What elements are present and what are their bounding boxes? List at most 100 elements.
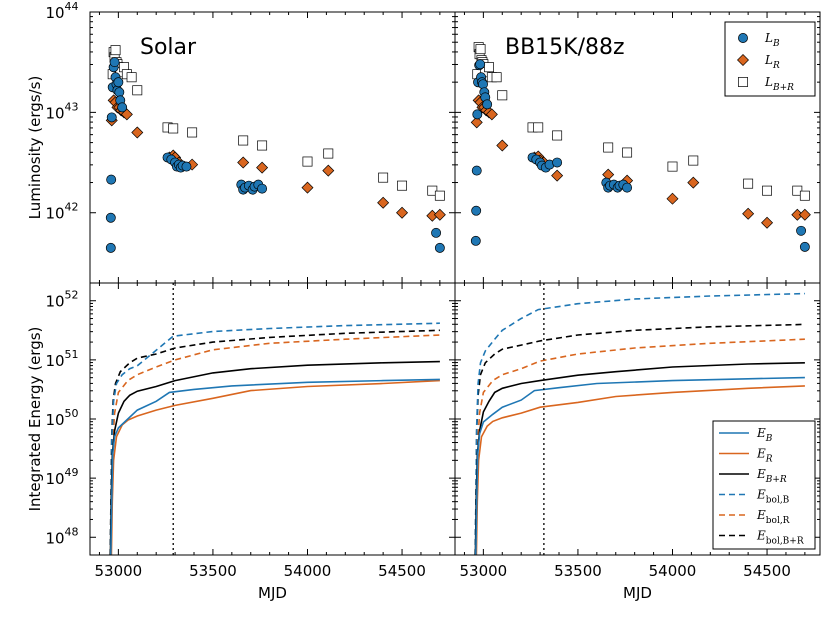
y-tick-label: 1050 (45, 407, 78, 429)
data-point-lr (396, 206, 409, 219)
plot-area (109, 283, 440, 555)
y-tick-label: 1049 (45, 466, 78, 488)
xlabel: MJD (258, 584, 287, 602)
data-point-lr (470, 116, 483, 129)
x-tick-label: 54000 (649, 562, 697, 580)
data-point-lr (761, 216, 774, 229)
data-point-lbr (110, 45, 121, 56)
panel-2-bottom: 53000 53500 54000 54500 (454, 282, 821, 580)
line-ebol-br (109, 329, 440, 555)
y-tick-label: 1048 (45, 525, 78, 547)
data-point-lb (478, 79, 488, 90)
data-point-lbr (302, 156, 313, 167)
data-point-lbr (126, 72, 137, 83)
line-e-r (475, 385, 805, 555)
data-point-lb (799, 241, 810, 252)
data-point-lr (798, 208, 811, 221)
legend-label: Ebol,R (756, 508, 790, 526)
legend-frame (712, 420, 816, 550)
data-point-lr (737, 54, 749, 66)
data-point-lr (666, 192, 679, 205)
line-ebol-b (474, 292, 805, 555)
data-point-lbr (743, 178, 754, 189)
data-point-lr (551, 169, 564, 182)
data-point-lbr (603, 142, 614, 153)
data-point-lb (471, 165, 482, 176)
data-point-lb (472, 109, 483, 120)
x-tick-label: 53000 (95, 562, 143, 580)
data-point-lr (131, 126, 144, 139)
x-tick-label: 53000 (460, 562, 508, 580)
data-point-lr (301, 181, 314, 194)
legend-label: Ebol,B+R (756, 529, 804, 547)
data-point-lb (482, 99, 493, 110)
line-e-r (110, 379, 440, 555)
line-ebol-r (110, 334, 440, 555)
data-point-lbr (187, 127, 198, 138)
data-point-lr (433, 208, 446, 221)
data-point-lbr (762, 185, 772, 196)
y-tick-label: 1051 (45, 348, 78, 370)
legend-label: EB (756, 426, 773, 444)
data-point-lr (322, 164, 335, 177)
data-point-lb (113, 77, 124, 88)
legend-label: EB+R (756, 467, 787, 485)
x-tick-label: 54500 (743, 562, 791, 580)
data-point-lbr (491, 72, 502, 83)
data-point-lb (109, 57, 120, 68)
data-point-lb (622, 182, 633, 193)
line-ebol-b (109, 322, 440, 555)
data-point-lb (181, 161, 192, 172)
x-tick-label: 54500 (378, 562, 426, 580)
data-point-lb (470, 235, 481, 246)
legend-label: ER (756, 447, 773, 465)
data-point-lb (105, 212, 116, 223)
data-point-lb (738, 33, 748, 43)
data-point-lbr (738, 77, 748, 87)
panel-1-bottom: 53000 53500 54000 54500 1048 1049 1050 1051 1052 (45, 282, 456, 580)
data-point-lb (105, 242, 116, 253)
y-tick-label: 1052 (45, 289, 78, 311)
line-e-br (109, 360, 440, 555)
data-point-lr (687, 176, 700, 189)
y-tick-label: 1042 (45, 201, 78, 223)
line-e-b (475, 376, 805, 555)
top-ylabel: Luminosity (ergs/s) (26, 76, 44, 220)
data-point-lb (796, 225, 807, 236)
data-point-lb (552, 157, 563, 168)
xlabel: MJD (623, 584, 652, 602)
y-tick-label: 1044 (45, 0, 78, 22)
data-point-lbr (497, 90, 508, 101)
data-point-lr (742, 207, 755, 220)
data-point-lb (106, 112, 117, 123)
data-point-lbr (622, 147, 633, 158)
panel-2-top: BB15K/88z (454, 11, 821, 284)
panel-title: Solar (140, 35, 197, 60)
data-point-lb (475, 59, 486, 70)
bottom-ylabel: Integrated Energy (ergs) (26, 327, 44, 512)
data-point-lbr (792, 185, 803, 196)
data-point-lbr (238, 135, 249, 146)
data-point-lb (434, 242, 445, 253)
legend-label: LB (764, 31, 780, 49)
data-point-lb (106, 174, 117, 185)
legend-label: Ebol,B (756, 488, 790, 506)
panel-title: BB15K/88z (505, 35, 625, 60)
data-point-lbr (378, 172, 389, 183)
data-point-lbr (688, 155, 699, 166)
data-point-lbr (168, 123, 179, 134)
x-tick-label: 53500 (554, 562, 602, 580)
data-point-lbr (533, 122, 544, 133)
panel-1-top: 1042 1043 1044 Solar (45, 0, 456, 284)
legend-luminosity: LB LR LB+R (724, 21, 816, 97)
data-point-lr (485, 108, 498, 121)
legend-energy: EB ER EB+R Ebol,B Ebol,R Ebol,B+R (712, 420, 816, 550)
data-point-lr (377, 196, 390, 209)
data-point-lb (257, 183, 268, 194)
data-point-lbr (552, 130, 563, 141)
data-point-lb (431, 227, 442, 238)
data-point-lbr (667, 161, 678, 172)
data-point-lb (471, 205, 482, 216)
legend-label: LR (764, 53, 780, 71)
